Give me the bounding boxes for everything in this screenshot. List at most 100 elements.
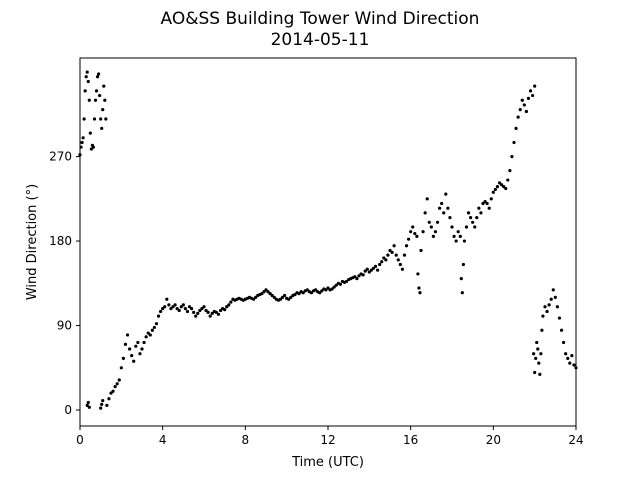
data-point: [526, 96, 531, 100]
data-point: [456, 230, 460, 234]
data-point: [87, 405, 91, 409]
data-point: [99, 117, 103, 121]
data-point: [125, 333, 130, 337]
data-point: [198, 308, 202, 313]
y-tick-label: 180: [49, 234, 72, 248]
data-point: [493, 187, 497, 192]
data-point: [411, 225, 415, 229]
data-point: [400, 267, 404, 271]
data-point: [134, 344, 138, 348]
data-point: [425, 197, 429, 201]
data-point: [289, 295, 293, 299]
data-point: [260, 292, 264, 296]
data-point: [495, 185, 500, 189]
data-point: [165, 297, 169, 301]
data-point: [194, 314, 198, 318]
data-point: [109, 391, 113, 395]
data-point: [365, 267, 369, 271]
data-point: [413, 231, 417, 236]
data-point: [528, 89, 533, 93]
x-axis-label: Time (UTC): [291, 455, 364, 470]
data-point: [459, 277, 463, 281]
data-point: [146, 331, 150, 335]
data-point: [338, 282, 342, 286]
data-point: [208, 314, 212, 318]
y-axis-label: Wind Direction (°): [25, 184, 40, 300]
data-point: [371, 266, 376, 270]
data-point: [297, 292, 301, 296]
data-point: [301, 291, 305, 295]
data-point: [543, 305, 547, 309]
data-point: [214, 310, 218, 315]
data-point: [216, 312, 221, 316]
data-point: [101, 399, 105, 403]
data-point: [200, 307, 204, 311]
data-point: [361, 273, 365, 277]
data-point: [489, 197, 493, 201]
data-point: [86, 79, 90, 84]
data-point: [353, 275, 357, 279]
data-point: [119, 366, 123, 370]
data-point: [479, 211, 483, 215]
data-point: [92, 117, 97, 121]
data-point: [551, 288, 555, 292]
data-point: [82, 117, 86, 121]
data-point: [332, 285, 336, 289]
data-point: [229, 300, 233, 304]
data-point: [394, 253, 398, 257]
data-point: [179, 305, 183, 309]
data-point: [518, 108, 522, 112]
y-tick-label: 90: [57, 319, 72, 333]
data-point: [204, 308, 208, 313]
data-point: [539, 352, 543, 356]
data-point: [409, 230, 413, 234]
data-point: [202, 305, 206, 309]
data-point: [382, 256, 386, 260]
data-point: [497, 181, 502, 185]
data-point: [156, 314, 161, 318]
data-point: [458, 234, 462, 238]
data-point: [123, 342, 128, 346]
data-point: [266, 290, 270, 294]
x-tick-label: 24: [568, 433, 583, 447]
data-point: [535, 340, 539, 345]
data-point: [568, 361, 572, 365]
data-point: [169, 307, 173, 311]
data-point: [86, 400, 90, 405]
data-point: [101, 108, 105, 112]
data-point: [380, 260, 384, 264]
data-point: [566, 356, 570, 361]
data-point: [532, 352, 536, 356]
data-point: [419, 248, 423, 253]
data-point: [416, 272, 420, 276]
data-point: [192, 310, 196, 315]
data-point: [190, 307, 194, 311]
data-point: [128, 347, 132, 351]
data-point: [407, 237, 411, 241]
data-point: [334, 283, 338, 287]
x-tick-label: 0: [76, 433, 84, 447]
data-point: [520, 98, 524, 102]
data-point: [152, 325, 156, 330]
x-tick-label: 16: [403, 433, 418, 447]
data-point: [268, 292, 272, 296]
data-point: [262, 290, 266, 294]
data-point: [524, 109, 529, 114]
data-point: [540, 328, 544, 332]
data-point: [367, 270, 371, 274]
data-point: [293, 292, 297, 297]
data-point: [196, 311, 200, 315]
data-point: [357, 274, 361, 278]
data-point: [444, 192, 448, 196]
data-point: [81, 136, 85, 140]
data-point: [390, 250, 394, 254]
data-point: [254, 295, 258, 299]
data-point: [446, 206, 450, 210]
data-point: [461, 262, 465, 267]
data-point: [100, 402, 104, 407]
data-point: [138, 352, 142, 356]
data-point: [487, 206, 491, 210]
data-point: [500, 183, 504, 187]
data-point: [305, 288, 309, 292]
data-point: [516, 115, 520, 119]
